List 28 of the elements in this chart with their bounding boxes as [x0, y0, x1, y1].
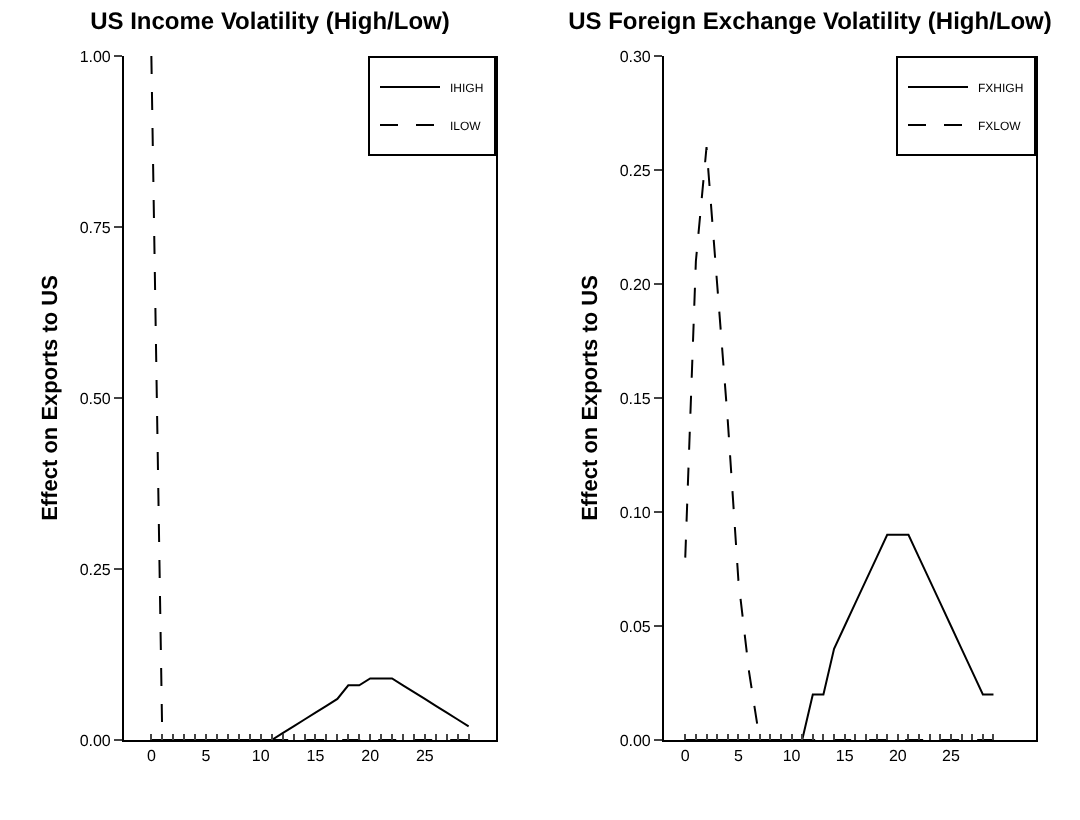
- y-tick-label: 1.00: [79, 47, 112, 66]
- y-tick-label: 0.30: [619, 47, 652, 66]
- x-tick-label: 10: [782, 747, 802, 766]
- y-axis-title: Effect on Exports to US: [578, 275, 603, 521]
- chart-title: US Foreign Exchange Volatility (High/Low): [568, 7, 1052, 36]
- x-tick-label: 15: [835, 747, 855, 766]
- x-tick-label: 10: [251, 747, 271, 766]
- x-tick-label: 25: [942, 747, 961, 766]
- x-tick-label: 5: [201, 747, 212, 766]
- y-tick-label: 0.10: [619, 503, 652, 522]
- y-tick-label: 0.25: [619, 161, 652, 180]
- y-tick-label: 0.15: [619, 389, 652, 408]
- y-tick-label: 0.00: [619, 731, 652, 750]
- y-axis-title: Effect on Exports to US: [38, 275, 63, 521]
- x-tick-label: 0: [680, 747, 691, 766]
- x-tick-label: 20: [361, 747, 381, 766]
- y-tick-label: 0.75: [79, 218, 112, 237]
- x-tick-label: 20: [888, 747, 908, 766]
- y-tick-label: 0.05: [619, 617, 652, 636]
- x-tick-label: 25: [415, 747, 435, 766]
- chart-title: US Income Volatility (High/Low): [90, 7, 450, 36]
- x-tick-label: 5: [733, 747, 744, 766]
- y-tick-label: 0.00: [79, 731, 112, 750]
- y-tick-label: 0.25: [79, 560, 112, 579]
- x-tick-label: 0: [146, 747, 157, 766]
- y-tick-label: 0.20: [619, 275, 652, 294]
- x-tick-label: 15: [306, 747, 326, 766]
- y-tick-label: 0.50: [79, 389, 112, 408]
